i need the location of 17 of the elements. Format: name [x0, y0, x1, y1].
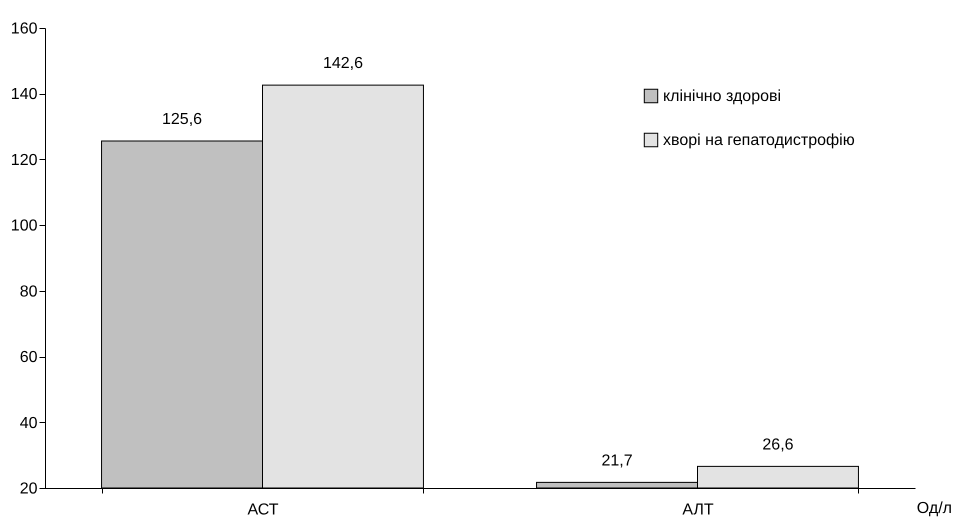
legend-label: клінічно здорові [663, 88, 782, 105]
y-tick-label: 80 [20, 283, 38, 300]
data-label: 142,6 [322, 55, 364, 72]
y-tick-label: 40 [20, 414, 38, 432]
x-tick-label: АСТ [247, 502, 279, 518]
legend-label: хворі на гепатодистрофію [663, 132, 855, 149]
y-tick-label: 140 [10, 86, 38, 104]
y-tick-label: 120 [10, 152, 38, 169]
y-tick-label: 20 [20, 480, 38, 498]
x-tick-label: АЛТ [682, 502, 714, 518]
text: Од/л [916, 500, 952, 518]
y-tick-label: 60 [20, 349, 38, 366]
data-label: 21,7 [601, 452, 633, 470]
data-label: 125,6 [162, 111, 202, 128]
y-tick-label: 160 [10, 20, 38, 38]
y-tick-label: 100 [10, 218, 38, 235]
data-label: 26,6 [762, 436, 794, 454]
